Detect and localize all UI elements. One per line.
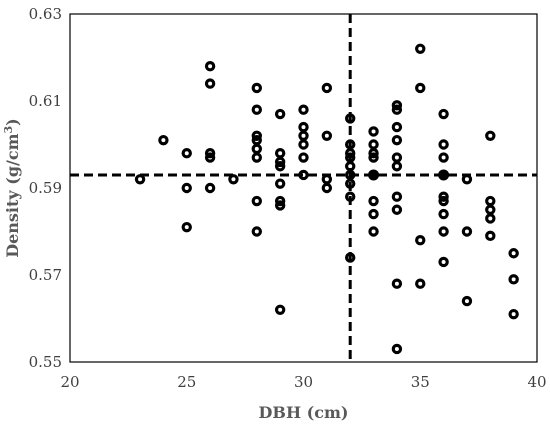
scatter-point: [415, 82, 426, 94]
scatter-point: [461, 295, 473, 307]
scatter-point: [181, 182, 192, 194]
scatter-point: [251, 104, 262, 115]
scatter-point: [438, 139, 449, 150]
x-axis-tick-labels: 20 25 30 35 40: [60, 373, 546, 391]
scatter-point: [485, 230, 496, 242]
plot-area-frame: [69, 13, 538, 363]
scatter-point: [508, 274, 519, 285]
scatter-point: [204, 60, 216, 72]
scatter-point: [485, 130, 496, 141]
scatter-point: [391, 191, 403, 202]
scatter-point: [368, 152, 379, 163]
scatter-point: [134, 174, 146, 185]
scatter-point: [228, 174, 239, 185]
mean-point: [368, 169, 380, 181]
scatter-point: [391, 278, 403, 289]
scatter-point: [274, 108, 286, 120]
scatter-point: [391, 134, 403, 146]
scatter-point: [204, 78, 216, 89]
scatter-point: [368, 195, 379, 207]
scatter-point: [181, 147, 192, 159]
scatter-point: [391, 204, 403, 215]
y-axis-title: Density (g/cm3): [2, 118, 23, 258]
scatter-point: [298, 104, 309, 115]
scatter-point: [438, 226, 449, 237]
scatter-point: [368, 226, 379, 237]
y-axis-title-superscript: 3: [2, 126, 15, 134]
scatter-point: [368, 147, 379, 159]
x-tick-label: 20: [60, 373, 79, 391]
scatter-point: [274, 304, 286, 315]
scatter-point: [415, 43, 426, 55]
scatter-point: [415, 234, 426, 246]
scatter-point: [461, 226, 473, 237]
scatter-point: [158, 134, 169, 146]
scatter-point: [391, 343, 403, 355]
y-tick-label: 0.63: [29, 5, 62, 23]
scatter-point: [251, 152, 262, 163]
x-tick-label: 25: [177, 373, 196, 391]
scatter-point: [204, 182, 216, 194]
scatter-point: [438, 208, 449, 220]
scatter-point: [391, 104, 403, 115]
scatter-point: [391, 161, 403, 172]
y-axis-title-end: ): [3, 118, 22, 126]
mean-point: [438, 169, 450, 181]
scatter-point: [298, 152, 309, 163]
scatter-point: [438, 108, 449, 120]
scatter-points: [134, 43, 519, 355]
scatter-point: [274, 178, 286, 189]
scatter-point: [321, 130, 333, 141]
scatter-point: [274, 195, 286, 207]
scatter-point: [438, 191, 449, 202]
scatter-point: [345, 191, 356, 202]
y-tick-label: 0.55: [29, 353, 62, 371]
y-axis-tick-labels: 0.55 0.57 0.59 0.61 0.63: [29, 5, 62, 371]
y-tick-label: 0.57: [29, 266, 62, 284]
scatter-point: [251, 82, 262, 94]
scatter-point: [391, 100, 403, 111]
scatter-point: [274, 161, 286, 172]
scatter-point: [345, 147, 356, 159]
scatter-point: [438, 256, 449, 268]
scatter-point: [415, 278, 426, 289]
scatter-point: [461, 174, 473, 185]
scatter-point: [204, 152, 216, 163]
scatter-point: [204, 147, 216, 159]
scatter-point: [345, 113, 356, 124]
scatter-point: [508, 308, 519, 320]
y-tick-label: 0.61: [29, 92, 62, 110]
x-axis-title: DBH (cm): [259, 403, 349, 422]
scatter-point: [438, 152, 449, 163]
scatter-point: [251, 130, 262, 141]
scatter-point: [251, 226, 262, 237]
scatter-point: [368, 208, 379, 220]
y-axis-title-main: Density (g/cm: [3, 133, 22, 257]
y-tick-label: 0.59: [29, 179, 62, 197]
scatter-point: [298, 139, 309, 150]
scatter-point: [485, 213, 496, 224]
scatter-point: [391, 121, 403, 133]
x-tick-label: 35: [411, 373, 430, 391]
x-tick-label: 30: [294, 373, 313, 391]
scatter-point: [274, 200, 286, 211]
scatter-point: [321, 82, 333, 94]
scatter-point: [321, 182, 333, 194]
scatter-point: [251, 195, 262, 207]
scatter-point: [298, 169, 309, 181]
scatter-point: [508, 248, 519, 259]
scatter-point: [368, 126, 379, 137]
scatter-point: [345, 178, 356, 189]
scatter-point: [345, 252, 356, 263]
scatter-point: [438, 195, 449, 207]
x-tick-label: 40: [527, 373, 546, 391]
scatter-point: [274, 156, 286, 168]
scatter-point: [181, 221, 192, 233]
mean-points: [368, 169, 450, 181]
